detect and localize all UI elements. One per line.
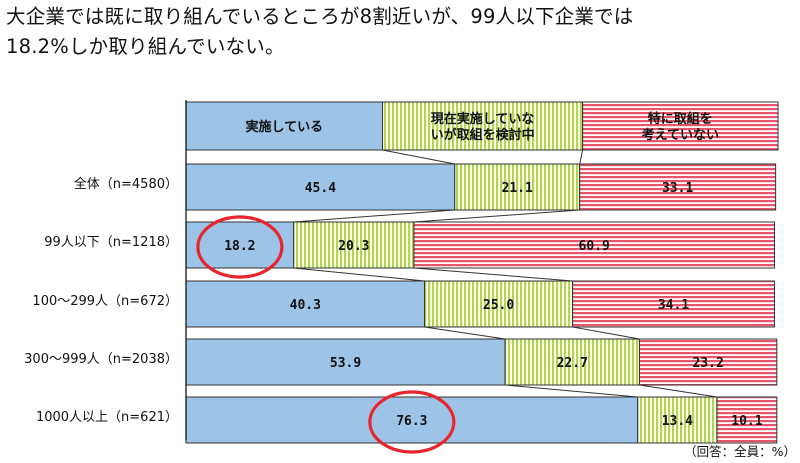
bar-segment-not-considering bbox=[572, 280, 775, 328]
bar-value-label: 53.9 bbox=[330, 356, 361, 371]
bar-segment-not-considering bbox=[638, 338, 778, 386]
bar-value-label: 18.2 bbox=[224, 239, 255, 254]
connector-line bbox=[572, 326, 640, 340]
bar-row: 40.3 25.0 34.1 bbox=[185, 280, 775, 328]
legend-swatch-considering bbox=[382, 101, 584, 151]
bar-segment-considering bbox=[454, 163, 581, 211]
bar-segment-implementing bbox=[185, 280, 426, 328]
bar-segment-not-considering bbox=[413, 221, 775, 269]
bar-row: 53.9 22.7 23.2 bbox=[185, 338, 778, 386]
connector-line bbox=[293, 267, 425, 282]
category-label-1000-plus: 1000人以上（n=621） bbox=[35, 410, 178, 425]
bar-segment-implementing bbox=[185, 338, 506, 386]
legend-swatch-implementing bbox=[185, 101, 384, 151]
bar-row: 76.3 13.4 10.1 bbox=[185, 396, 778, 444]
bar-segment-considering bbox=[637, 396, 718, 444]
legend-label: 特に取組を bbox=[648, 111, 713, 127]
bar-segment-implementing bbox=[185, 163, 456, 211]
bar-row: 45.4 21.1 33.1 bbox=[185, 163, 777, 211]
category-label-300-999: 300～999人（n=2038） bbox=[24, 352, 178, 367]
headline-line-2: 18.2%しか取り組んでいない。 bbox=[6, 35, 285, 58]
bar-value-label: 33.1 bbox=[662, 181, 693, 196]
bar-segment-not-considering bbox=[579, 163, 777, 211]
bar-value-label: 13.4 bbox=[662, 414, 693, 429]
connector-line bbox=[579, 149, 584, 165]
bar-value-label: 76.3 bbox=[396, 414, 427, 429]
highlight-circle bbox=[196, 215, 284, 279]
legend-label: いが取組を検討中 bbox=[431, 127, 535, 143]
connector-line bbox=[639, 384, 718, 398]
connector-line bbox=[382, 149, 455, 165]
chart-headline: 大企業では既に取り組んでいるところが8割近いが、99人以下企業では 18.2%し… bbox=[6, 2, 796, 62]
bar-value-label: 34.1 bbox=[658, 298, 689, 313]
bar-segment-implementing bbox=[185, 396, 639, 444]
connector-line bbox=[413, 209, 580, 223]
category-label-under-99: 99人以下（n=1218） bbox=[44, 235, 178, 250]
bar-value-label: 25.0 bbox=[483, 298, 514, 313]
response-base-note: （回答：全員：%） bbox=[684, 444, 796, 459]
connector-line bbox=[424, 326, 506, 340]
highlight-circle bbox=[368, 390, 456, 454]
bar-value-label: 40.3 bbox=[290, 298, 321, 313]
connector-line bbox=[293, 209, 455, 223]
legend-label: 実施している bbox=[245, 119, 323, 135]
bar-value-label: 20.3 bbox=[338, 239, 369, 254]
bar-segment-not-considering bbox=[716, 396, 778, 444]
legend-swatch-not-considering bbox=[582, 101, 779, 151]
bar-value-label: 23.2 bbox=[692, 356, 723, 371]
bar-value-label: 10.1 bbox=[731, 414, 762, 429]
bar-segment-considering bbox=[504, 338, 640, 386]
category-label-100-299: 100～299人（n=672） bbox=[32, 294, 178, 309]
bar-segment-considering bbox=[293, 221, 415, 269]
bar-value-label: 21.1 bbox=[502, 181, 533, 196]
category-label-total: 全体（n=4580） bbox=[73, 177, 178, 192]
headline-line-1: 大企業では既に取り組んでいるところが8割近いが、99人以下企業では bbox=[6, 5, 634, 28]
bar-value-label: 45.4 bbox=[305, 181, 336, 196]
bar-row: 18.2 20.3 60.9 bbox=[185, 221, 775, 269]
legend-label: 現在実施していな bbox=[431, 111, 535, 127]
connector-line bbox=[505, 384, 638, 398]
bar-value-label: 60.9 bbox=[579, 239, 610, 254]
bar-value-label: 22.7 bbox=[557, 356, 588, 371]
legend-label: 考えていない bbox=[642, 127, 719, 143]
connector-line bbox=[413, 267, 573, 282]
